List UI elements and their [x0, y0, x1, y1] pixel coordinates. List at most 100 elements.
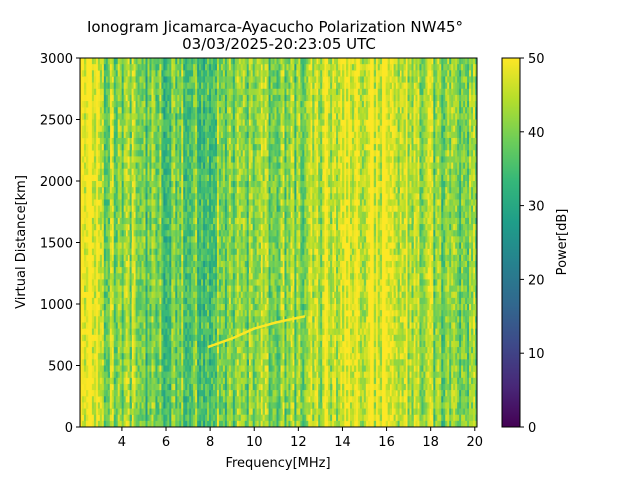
- heatmap-cell: [220, 304, 224, 311]
- heatmap-cell: [222, 279, 226, 286]
- heatmap-cell: [163, 162, 166, 169]
- heatmap-cell: [179, 137, 182, 145]
- heatmap-cell: [220, 162, 224, 169]
- heatmap-cell: [203, 131, 206, 139]
- heatmap-cell: [218, 371, 222, 379]
- heatmap-cell: [230, 119, 234, 126]
- heatmap-cell: [171, 88, 174, 96]
- heatmap-cell: [211, 396, 214, 403]
- heatmap-cell: [171, 119, 174, 126]
- heatmap-cell: [143, 113, 146, 120]
- heatmap-cell: [143, 150, 146, 157]
- heatmap-cell: [236, 371, 240, 379]
- heatmap-cell: [252, 347, 255, 354]
- heatmap-cell: [218, 162, 222, 169]
- heatmap-cell: [201, 254, 204, 262]
- heatmap-cell: [224, 58, 228, 65]
- heatmap-cell: [189, 70, 192, 77]
- heatmap-cell: [133, 396, 136, 403]
- heatmap-cell: [250, 94, 253, 102]
- heatmap-cell: [193, 297, 196, 305]
- heatmap-cell: [211, 199, 214, 206]
- heatmap-cell: [195, 371, 198, 379]
- heatmap-cell: [105, 267, 109, 274]
- heatmap-cell: [224, 193, 228, 200]
- heatmap-cell: [248, 211, 252, 219]
- heatmap-cell: [242, 260, 246, 268]
- heatmap-cell: [155, 279, 158, 286]
- heatmap-cell: [97, 297, 101, 305]
- heatmap-cell: [248, 205, 252, 213]
- heatmap-cell: [135, 359, 138, 366]
- heatmap-cell: [252, 119, 255, 126]
- heatmap-cell: [97, 193, 101, 200]
- heatmap-cell: [129, 199, 132, 206]
- heatmap-cell: [195, 383, 198, 391]
- heatmap-cell: [236, 310, 240, 317]
- heatmap-cell: [139, 291, 142, 299]
- heatmap-cell: [189, 137, 192, 145]
- heatmap-cell: [234, 144, 238, 151]
- heatmap-cell: [236, 236, 240, 243]
- heatmap-cell: [201, 371, 204, 379]
- heatmap-cell: [213, 144, 216, 151]
- heatmap-cell: [107, 174, 111, 182]
- heatmap-cell: [127, 217, 130, 225]
- heatmap-cell: [135, 328, 138, 336]
- heatmap-cell: [105, 254, 109, 262]
- heatmap-cell: [117, 82, 121, 90]
- heatmap-cell: [254, 168, 257, 176]
- heatmap-cell: [185, 267, 188, 274]
- heatmap-cell: [121, 150, 124, 157]
- heatmap-cell: [216, 248, 220, 256]
- heatmap-cell: [131, 273, 134, 280]
- heatmap-cell: [113, 150, 117, 157]
- heatmap-cell: [246, 408, 250, 415]
- heatmap-cell: [232, 70, 236, 77]
- heatmap-cell: [155, 199, 158, 206]
- heatmap-cell: [93, 267, 97, 274]
- heatmap-cell: [147, 383, 150, 391]
- heatmap-cell: [165, 217, 168, 225]
- heatmap-cell: [179, 279, 182, 286]
- heatmap-cell: [213, 328, 216, 336]
- heatmap-cell: [191, 402, 194, 409]
- heatmap-cell: [213, 156, 216, 163]
- heatmap-cell: [216, 260, 220, 268]
- heatmap-cell: [163, 291, 166, 299]
- heatmap-cell: [149, 260, 152, 268]
- heatmap-cell: [183, 150, 186, 157]
- heatmap-cell: [226, 101, 230, 108]
- heatmap-cell: [165, 334, 168, 342]
- heatmap-cell: [139, 205, 142, 213]
- heatmap-cell: [183, 125, 186, 133]
- heatmap-cell: [167, 328, 170, 336]
- heatmap-cell: [119, 371, 122, 379]
- heatmap-cell: [234, 101, 238, 108]
- heatmap-cell: [145, 340, 148, 348]
- heatmap-cell: [125, 322, 128, 329]
- heatmap-cell: [242, 408, 246, 415]
- heatmap-cell: [183, 137, 186, 145]
- heatmap-cell: [236, 383, 240, 391]
- heatmap-cell: [230, 365, 234, 372]
- heatmap-cell: [137, 310, 140, 317]
- heatmap-cell: [99, 254, 103, 262]
- heatmap-cell: [139, 377, 142, 385]
- heatmap-cell: [83, 150, 87, 157]
- heatmap-cell: [256, 217, 259, 225]
- heatmap-cell: [97, 174, 101, 182]
- heatmap-cell: [133, 181, 136, 188]
- heatmap-cell: [248, 156, 252, 163]
- heatmap-cell: [240, 236, 244, 243]
- heatmap-cell: [199, 304, 202, 311]
- heatmap-cell: [143, 137, 146, 145]
- heatmap-cell: [177, 119, 180, 126]
- heatmap-cell: [230, 211, 234, 219]
- heatmap-cell: [240, 211, 244, 219]
- heatmap-cell: [246, 334, 250, 342]
- heatmap-cell: [193, 224, 196, 231]
- heatmap-cell: [228, 168, 232, 176]
- heatmap-cell: [220, 347, 224, 354]
- heatmap-cell: [199, 125, 202, 133]
